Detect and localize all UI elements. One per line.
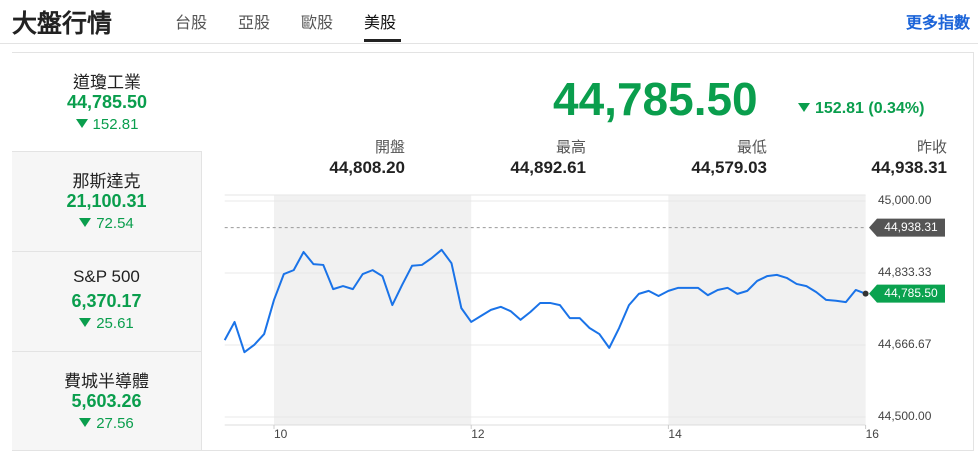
y-tick-label: 44,500.00	[878, 409, 932, 423]
reference-tag-label: 44,938.31	[884, 220, 938, 234]
index-name: 道瓊工業	[73, 73, 141, 92]
down-icon	[798, 103, 810, 112]
y-tick-label: 44,833.33	[878, 265, 932, 279]
x-tick-label: 16	[866, 427, 880, 441]
current-change: 152.81 (0.34%)	[798, 100, 924, 118]
stat-value: 44,579.03	[691, 158, 767, 177]
price-line	[223, 248, 866, 354]
last-tag-label: 44,785.50	[884, 286, 938, 300]
tab[interactable]: 美股	[364, 15, 397, 32]
index-card[interactable]: S&P 500 6,370.17 25.61	[12, 251, 202, 351]
tab-underline	[364, 39, 401, 42]
index-change: 72.54	[12, 215, 201, 232]
stat-label: 最低	[736, 139, 767, 156]
more-link[interactable]: 更多指數	[905, 15, 970, 32]
index-card[interactable]: 那斯達克 21,100.31 72.54	[12, 151, 202, 251]
current-value: 44,785.50	[553, 73, 758, 125]
x-tick-label: 10	[274, 427, 288, 441]
down-icon	[79, 218, 92, 227]
divider	[0, 43, 978, 44]
change-text: 25.61	[96, 315, 134, 332]
change-text: 72.54	[96, 215, 134, 232]
index-value: 5,603.26	[71, 391, 142, 411]
last-point	[862, 290, 869, 297]
stat-value: 44,808.20	[329, 158, 405, 177]
y-tick-label: 44,666.67	[878, 337, 932, 351]
last-tag-bg	[869, 284, 945, 303]
index-value: 6,370.17	[71, 291, 142, 311]
change-text: 152.81 (0.34%)	[815, 100, 925, 117]
change-text: 152.81	[92, 116, 139, 133]
tab[interactable]: 亞股	[238, 15, 271, 32]
stat-label: 開盤	[374, 139, 405, 156]
stat-value: 44,892.61	[510, 158, 586, 177]
x-tick-label: 12	[471, 427, 485, 441]
index-change: 25.61	[12, 315, 201, 332]
session-band	[668, 195, 866, 425]
y-tick-label: 45,000.00	[878, 193, 932, 207]
index-change: 152.81	[12, 116, 202, 133]
down-icon	[79, 418, 92, 427]
x-tick-label: 14	[668, 427, 682, 441]
tab[interactable]: 歐股	[301, 15, 334, 32]
change-text: 27.56	[96, 415, 134, 432]
index-value: 21,100.31	[66, 191, 147, 211]
down-icon	[75, 119, 88, 128]
stat-label: 最高	[555, 139, 586, 156]
index-card[interactable]: 道瓊工業 44,785.50 152.81	[12, 52, 202, 152]
index-name: 那斯達克	[72, 172, 141, 191]
index-card[interactable]: 費城半導體 5,603.26 27.56	[12, 351, 202, 451]
stat-label: 昨收	[916, 139, 947, 156]
page-title: 大盤行情	[12, 10, 113, 38]
tab[interactable]: 台股	[175, 15, 208, 32]
session-band	[274, 195, 472, 425]
index-name: S&P 500	[73, 267, 140, 286]
index-change: 27.56	[12, 415, 201, 432]
stat-value: 44,938.31	[871, 158, 947, 177]
down-icon	[79, 318, 92, 327]
index-value: 44,785.50	[66, 92, 148, 112]
reference-tag-bg	[869, 218, 945, 237]
index-name: 費城半導體	[64, 372, 149, 391]
